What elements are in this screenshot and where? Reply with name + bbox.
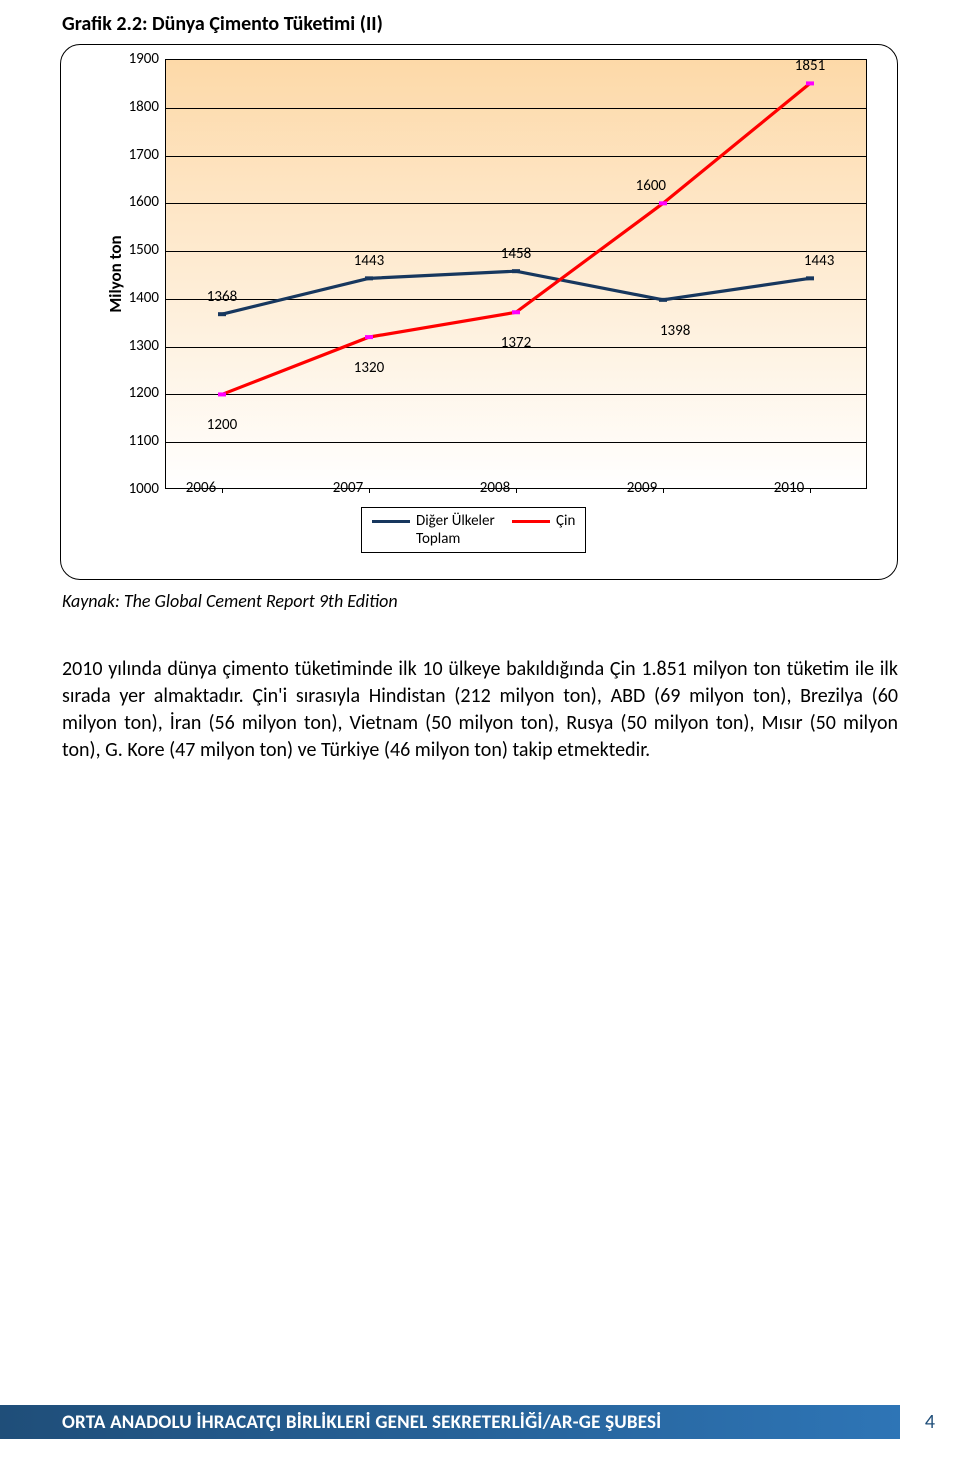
- x-tick-label: 2008: [480, 479, 510, 497]
- footer: ORTA ANADOLU İHRACATÇI BİRLİKLERİ GENEL …: [0, 1404, 960, 1440]
- data-label: 1368: [207, 288, 237, 306]
- plot-wrap: Milyon ton 10001100120013001400150016001…: [81, 59, 877, 489]
- legend-label-1a: Diğer Ülkeler: [416, 512, 506, 530]
- data-label: 1443: [354, 252, 384, 270]
- data-label: 1398: [660, 322, 690, 340]
- x-tick-label: 2006: [186, 479, 216, 497]
- data-label: 1851: [795, 57, 825, 75]
- legend-row: Diğer Ülkeler Çin: [372, 512, 575, 530]
- data-label: 1458: [501, 245, 531, 263]
- legend-label-1b: Toplam: [416, 530, 506, 548]
- legend-swatch-1: [372, 520, 410, 523]
- chart-title: Grafik 2.2: Dünya Çimento Tüketimi (II): [60, 12, 900, 36]
- y-tick-label: 1200: [115, 384, 159, 402]
- data-label: 1320: [354, 359, 384, 377]
- page: Grafik 2.2: Dünya Çimento Tüketimi (II) …: [0, 0, 960, 1484]
- y-tick-label: 1100: [115, 432, 159, 450]
- footer-text: ORTA ANADOLU İHRACATÇI BİRLİKLERİ GENEL …: [62, 1411, 661, 1434]
- legend-swatch-2: [512, 520, 550, 523]
- y-tick-label: 1700: [115, 146, 159, 164]
- data-label: 1200: [207, 416, 237, 434]
- chart-container: Milyon ton 10001100120013001400150016001…: [60, 44, 898, 580]
- legend: Diğer Ülkeler Çin Toplam: [361, 507, 586, 553]
- body-paragraph: 2010 yılında dünya çimento tüketiminde i…: [60, 656, 900, 764]
- y-tick-label: 1300: [115, 337, 159, 355]
- legend-label-2: Çin: [556, 512, 575, 530]
- x-tick-label: 2007: [333, 479, 363, 497]
- x-tick-label: 2009: [627, 479, 657, 497]
- x-tick-label: 2010: [774, 479, 804, 497]
- x-ticks: 2006 2007 2008 2009 2010: [145, 477, 887, 501]
- y-tick-label: 1800: [115, 98, 159, 116]
- page-number: 4: [900, 1410, 960, 1434]
- plot-area: 1368 1443 1458 1398 1443 1200 1320 1372 1600 1851: [165, 59, 867, 489]
- y-tick-label: 1900: [115, 50, 159, 68]
- y-tick-label: 1500: [115, 241, 159, 259]
- y-tick-label: 1600: [115, 193, 159, 211]
- y-tick-label: 1400: [115, 289, 159, 307]
- data-label: 1372: [501, 334, 531, 352]
- y-ticks: 1000110012001300140015001600170018001900: [115, 59, 159, 489]
- legend-row-2: Toplam: [372, 530, 575, 548]
- source-text: Kaynak: The Global Cement Report 9th Edi…: [60, 590, 900, 612]
- data-label: 1443: [804, 252, 834, 270]
- data-label: 1600: [636, 177, 666, 195]
- footer-bar: ORTA ANADOLU İHRACATÇI BİRLİKLERİ GENEL …: [0, 1405, 900, 1439]
